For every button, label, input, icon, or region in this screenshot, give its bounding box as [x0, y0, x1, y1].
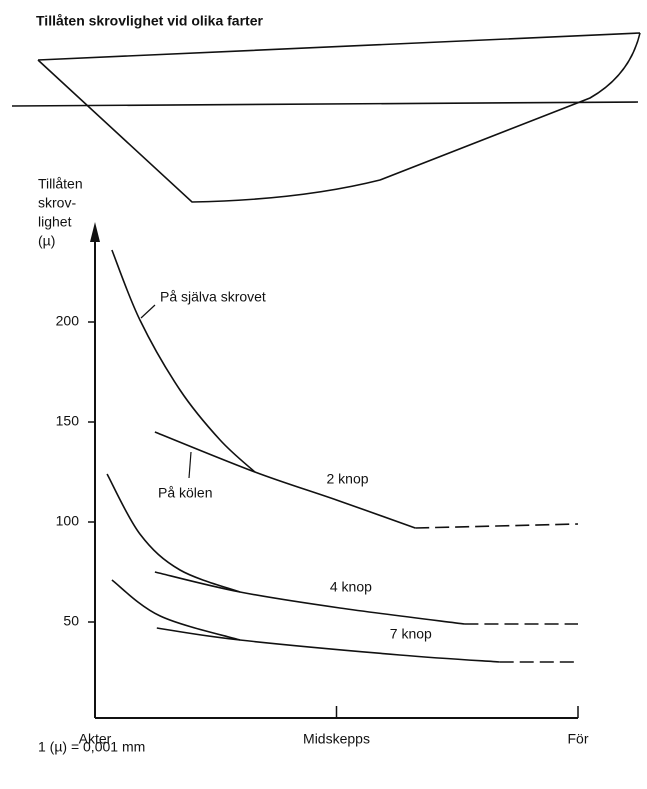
waterline — [12, 102, 638, 106]
y-axis-label: lighet — [38, 214, 72, 230]
y-tick-label: 150 — [56, 413, 80, 429]
hull-drawing — [12, 33, 640, 202]
chart-title: Tillåten skrovlighet vid olika farter — [36, 13, 263, 29]
y-tick-label: 200 — [56, 313, 80, 329]
x-tick-label: Midskepps — [303, 731, 370, 747]
series-line — [157, 628, 500, 662]
y-axis-label: Tillåten — [38, 176, 83, 192]
leader-line — [141, 305, 155, 318]
x-tick-label: Akter — [79, 731, 112, 747]
series-label: 7 knop — [390, 626, 432, 642]
y-tick-label: 50 — [63, 613, 79, 629]
x-tick-label: För — [568, 731, 589, 747]
y-axis-label: (µ) — [38, 233, 55, 249]
y-tick-label: 100 — [56, 513, 80, 529]
series-label: 4 knop — [330, 579, 372, 595]
leader-line — [189, 452, 191, 478]
hull-outline — [38, 33, 640, 202]
y-axis-label: skrov- — [38, 195, 76, 211]
chart: Tillåten skrovlighet vid olika farter 1 … — [0, 0, 647, 789]
annotation: På själva skrovet — [160, 289, 266, 305]
annotation: På kölen — [158, 485, 212, 501]
y-axis-arrow — [90, 222, 100, 242]
series-label: 2 knop — [327, 471, 369, 487]
series-line — [112, 250, 255, 472]
series-line — [415, 524, 578, 528]
series-line — [155, 432, 415, 528]
